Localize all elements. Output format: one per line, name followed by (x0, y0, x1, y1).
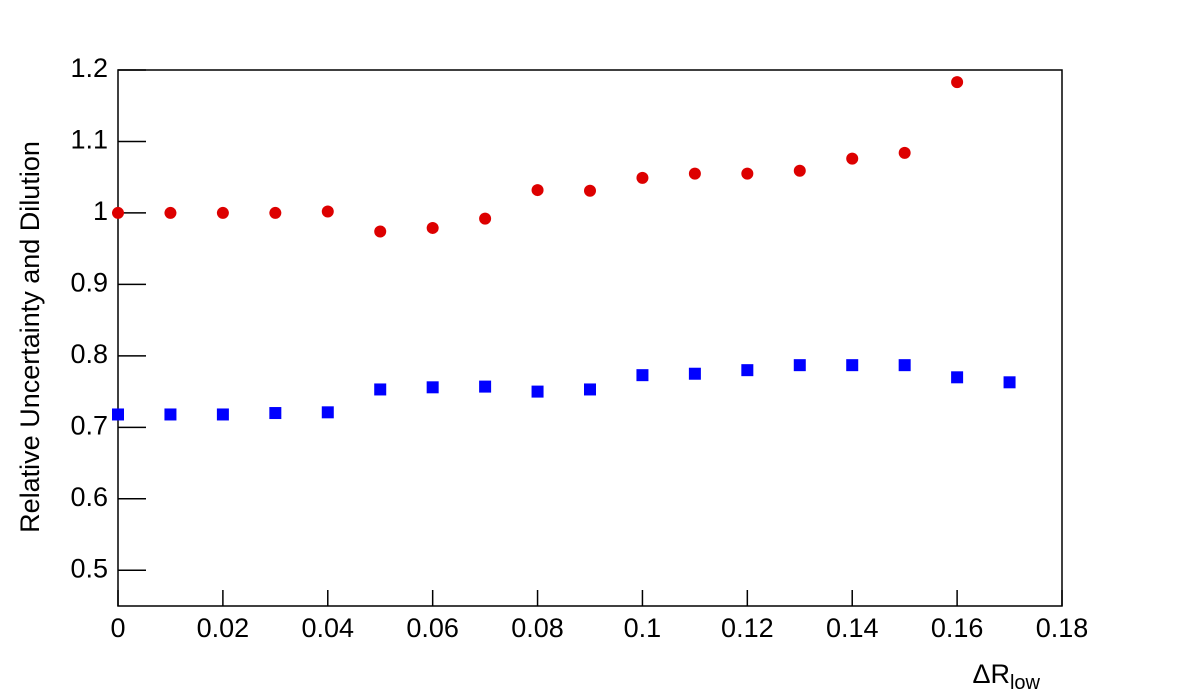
y-tick-label: 0.5 (70, 553, 108, 583)
y-axis-label: Relative Uncertainty and Dilution (15, 141, 45, 533)
x-tick-label: 0.14 (826, 613, 879, 643)
point (426, 221, 439, 234)
point (951, 371, 964, 384)
point (164, 206, 177, 219)
plot-frame (117, 69, 1063, 607)
point (216, 408, 229, 421)
point (112, 408, 124, 421)
x-axis-label-main: ΔR (972, 659, 1010, 689)
point (793, 359, 806, 372)
x-axis-label-sub: low (1010, 672, 1041, 694)
y-tick-label: 0.7 (70, 410, 108, 440)
point (898, 146, 911, 159)
x-tick-label: 0.02 (197, 613, 250, 643)
x-tick-label: 0 (110, 613, 125, 643)
point (374, 383, 387, 396)
point (216, 206, 229, 219)
x-tick-label: 0.08 (511, 613, 564, 643)
point (269, 407, 282, 420)
point (636, 171, 649, 184)
point (951, 76, 964, 89)
point (793, 164, 806, 177)
point (741, 364, 754, 377)
x-tick-label: 0.1 (624, 613, 662, 643)
point (531, 184, 544, 197)
point (898, 359, 911, 372)
point (321, 406, 334, 419)
x-tick-label: 0.06 (406, 613, 459, 643)
point (531, 385, 544, 398)
point (426, 381, 439, 394)
y-tick-label: 1.1 (70, 125, 108, 155)
point (479, 212, 492, 225)
point (846, 359, 859, 372)
y-tick-label: 1.2 (70, 53, 108, 83)
y-tick-label: 0.8 (70, 339, 108, 369)
point (741, 167, 754, 180)
point (269, 206, 282, 219)
point (688, 367, 701, 380)
x-tick-label: 0.18 (1036, 613, 1089, 643)
x-tick-label: 0.16 (931, 613, 984, 643)
point (321, 205, 334, 218)
point (688, 167, 701, 180)
x-axis-label: ΔRlow (972, 659, 1040, 694)
point (164, 408, 177, 421)
y-tick-label: 0.6 (70, 482, 108, 512)
x-tick-label: 0.04 (301, 613, 354, 643)
x-tick-label: 0.12 (721, 613, 774, 643)
y-tick-label: 0.9 (70, 268, 108, 298)
point (479, 380, 492, 393)
point (636, 369, 649, 382)
y-tick-label: 1 (93, 196, 108, 226)
point (846, 152, 859, 165)
point (112, 206, 124, 219)
point (374, 225, 387, 238)
point (584, 184, 596, 197)
point (584, 383, 596, 396)
point (1003, 376, 1016, 389)
